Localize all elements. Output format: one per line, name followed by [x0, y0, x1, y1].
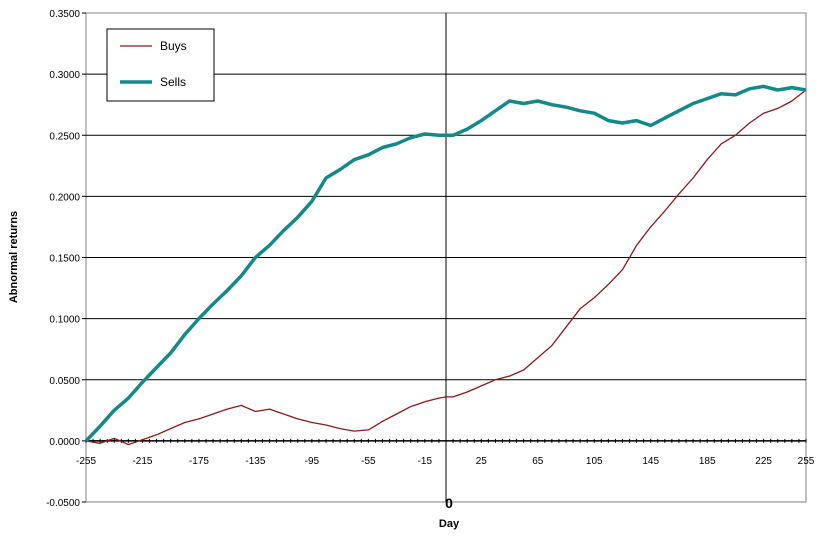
series-line-buys: [85, 89, 807, 446]
y-tick-label: 0.1500: [49, 254, 80, 265]
x-axis-title: Day: [439, 518, 460, 530]
legend: Buys Sells: [106, 28, 215, 102]
y-tick-label: 0.2000: [49, 192, 80, 203]
y-tick-label: 0.0000: [49, 437, 80, 448]
axes: [82, 12, 807, 503]
y-tick-label: 0.3000: [49, 70, 80, 81]
series-lines: [84, 84, 807, 446]
legend-label-sells: Sells: [160, 75, 186, 89]
x-tick-label: -255: [76, 456, 96, 467]
y-axis-title: Abnormal returns: [8, 211, 20, 303]
x-tick-labels: -255 -215 -175 -135 -95 -55 -15 25 65 105 145 185 22…: [76, 456, 815, 467]
x-tick-label: -215: [132, 456, 152, 467]
x-tick-label: -135: [245, 456, 265, 467]
x-tick-label: 255: [798, 456, 815, 467]
x-tick-label: 145: [642, 456, 659, 467]
y-tick-label: 0.1000: [49, 315, 80, 326]
x-tick-label: 225: [755, 456, 772, 467]
x-tick-label: 185: [699, 456, 716, 467]
y-tick-label: 0.0500: [49, 376, 80, 387]
x-tick-label: 65: [532, 456, 544, 467]
x-tick-label: -95: [305, 456, 320, 467]
x-tick-label: 25: [476, 456, 488, 467]
y-tick-label: -0.0500: [46, 498, 80, 509]
legend-label-buys: Buys: [160, 39, 187, 53]
x-tick-label: 105: [586, 456, 603, 467]
y-tick-labels: -0.0500 0.0000 0.0500 0.1000 0.1500 0.2000 0.2…: [46, 9, 80, 509]
x-tick-label: -55: [361, 456, 376, 467]
y-tick-label: 0.3500: [49, 9, 80, 20]
legend-box: [106, 28, 215, 102]
y-tick-label: 0.2500: [49, 131, 80, 142]
zero-x-label: 0: [445, 495, 453, 511]
x-tick-label: -175: [189, 456, 209, 467]
x-tick-label: -15: [418, 456, 433, 467]
series-line-sells: [84, 84, 807, 443]
